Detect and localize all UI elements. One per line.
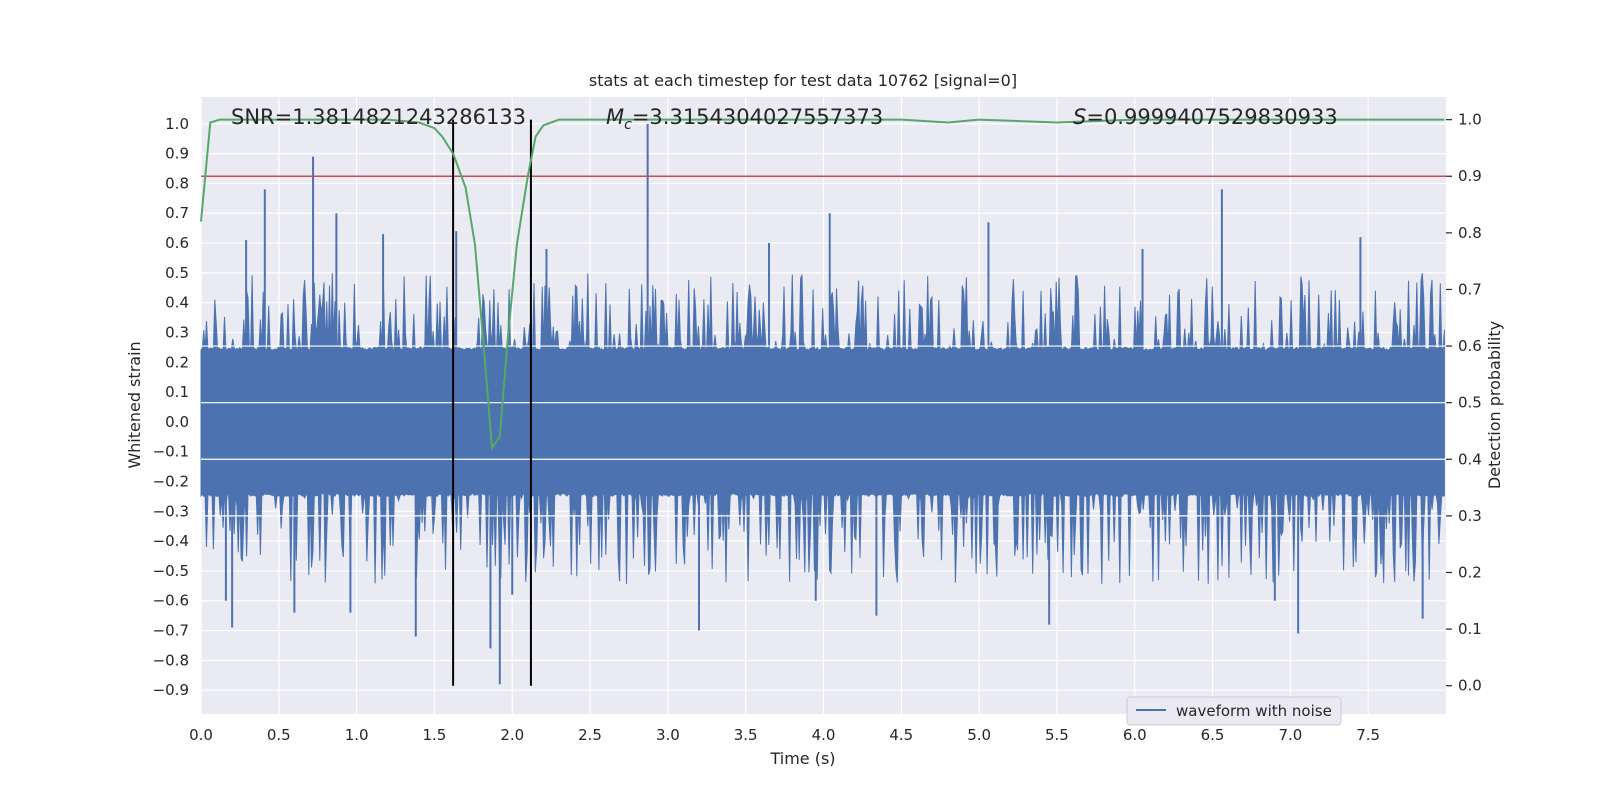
waveform-series — [200, 273, 1445, 585]
y2-tick-label: 0.7 — [1458, 280, 1482, 298]
x-tick-label: 3.0 — [656, 726, 680, 744]
x-tick-label: 7.5 — [1356, 726, 1380, 744]
x-tick-label: 1.0 — [345, 726, 369, 744]
y-ticks: 1.0 0.9 0.8 0.7 0.6 0.5 0.4 0.3 0.2 0.1 0.0 −0.1 −0.… — [153, 115, 189, 699]
y-tick-label: −0.3 — [153, 502, 189, 520]
y-tick-label: 1.0 — [165, 115, 189, 133]
plot-area — [200, 118, 1446, 686]
y-tick-label: −0.2 — [153, 473, 189, 491]
legend-label: waveform with noise — [1176, 702, 1332, 720]
x-tick-label: 6.0 — [1123, 726, 1147, 744]
y-tick-label: 0.3 — [165, 323, 189, 341]
y2-tick-label: 0.2 — [1458, 563, 1482, 581]
legend: waveform with noise — [1126, 696, 1342, 726]
y-tick-label: −0.6 — [153, 592, 189, 610]
y-tick-label: −0.9 — [153, 681, 189, 699]
y-tick-label: 0.5 — [165, 264, 189, 282]
x-tick-label: 1.5 — [423, 726, 447, 744]
y-tick-label: −0.1 — [153, 443, 189, 461]
y2-tick-label: 0.0 — [1458, 677, 1482, 695]
x-tick-label: 5.5 — [1045, 726, 1069, 744]
s-annotation: S=0.9999407529830933 — [1073, 105, 1338, 129]
y-tick-label: −0.5 — [153, 562, 189, 580]
chirp-mass-symbol: M — [606, 105, 624, 129]
y2-tick-label: 0.3 — [1458, 507, 1482, 525]
x-axis-label: Time (s) — [769, 749, 835, 768]
x-tick-label: 6.5 — [1201, 726, 1225, 744]
x-tick-label: 5.0 — [967, 726, 991, 744]
overlay-gridlines — [201, 345, 1446, 517]
y-tick-label: 0.1 — [165, 383, 189, 401]
y-tick-label: 0.9 — [165, 145, 189, 163]
y2-tick-label: 0.5 — [1458, 394, 1482, 412]
y2-tick-label: 0.1 — [1458, 620, 1482, 638]
legend-box — [1126, 696, 1342, 726]
y-tick-label: −0.7 — [153, 622, 189, 640]
x-tick-label: 3.5 — [734, 726, 758, 744]
y-tick-label: 0.2 — [165, 353, 189, 371]
snr-annotation: SNR=1.3814821243286133 — [231, 105, 526, 129]
y-tick-label: −0.8 — [153, 651, 189, 669]
y2-tick-label: 0.9 — [1458, 167, 1482, 185]
y-tick-label: 0.6 — [165, 234, 189, 252]
y2-tick-label: 0.4 — [1458, 450, 1482, 468]
x-tick-label: 2.0 — [500, 726, 524, 744]
x-tick-label: 4.5 — [889, 726, 913, 744]
s-value: =0.9999407529830933 — [1086, 105, 1337, 129]
chirp-mass-value: =3.3154304027557373 — [632, 105, 883, 129]
y2-tick-label: 0.8 — [1458, 224, 1482, 242]
x-ticks: 0.0 0.5 1.0 1.5 2.0 2.5 3.0 3.5 4.0 4.5 5.0 5.5 6.0 6… — [189, 726, 1380, 744]
x-tick-label: 2.5 — [578, 726, 602, 744]
x-tick-label: 0.0 — [189, 726, 213, 744]
probability-series — [200, 118, 1445, 451]
chirp-mass-annotation: Mc=3.3154304027557373 — [606, 105, 883, 133]
x-tick-label: 4.0 — [812, 726, 836, 744]
y-tick-label: 0.0 — [165, 413, 189, 431]
y2-axis-label: Detection probability — [1485, 321, 1504, 489]
y2-tick-label: 1.0 — [1458, 111, 1482, 129]
y2-ticks: 1.0 0.9 0.8 0.7 0.6 0.5 0.4 0.3 0.2 0.1 0.0 — [1446, 111, 1482, 695]
x-tick-label: 7.0 — [1278, 726, 1302, 744]
y-tick-label: 0.7 — [165, 204, 189, 222]
y-axis-label: Whitened strain — [125, 341, 144, 468]
y-tick-label: 0.4 — [165, 294, 189, 312]
y-tick-label: 0.8 — [165, 174, 189, 192]
x-tick-label: 0.5 — [267, 726, 291, 744]
chirp-mass-subscript: c — [624, 117, 632, 133]
y2-tick-label: 0.6 — [1458, 337, 1482, 355]
s-symbol: S — [1073, 105, 1086, 129]
chart-title: stats at each timestep for test data 107… — [589, 71, 1017, 90]
event-markers — [452, 119, 532, 686]
y-tick-label: −0.4 — [153, 532, 189, 550]
